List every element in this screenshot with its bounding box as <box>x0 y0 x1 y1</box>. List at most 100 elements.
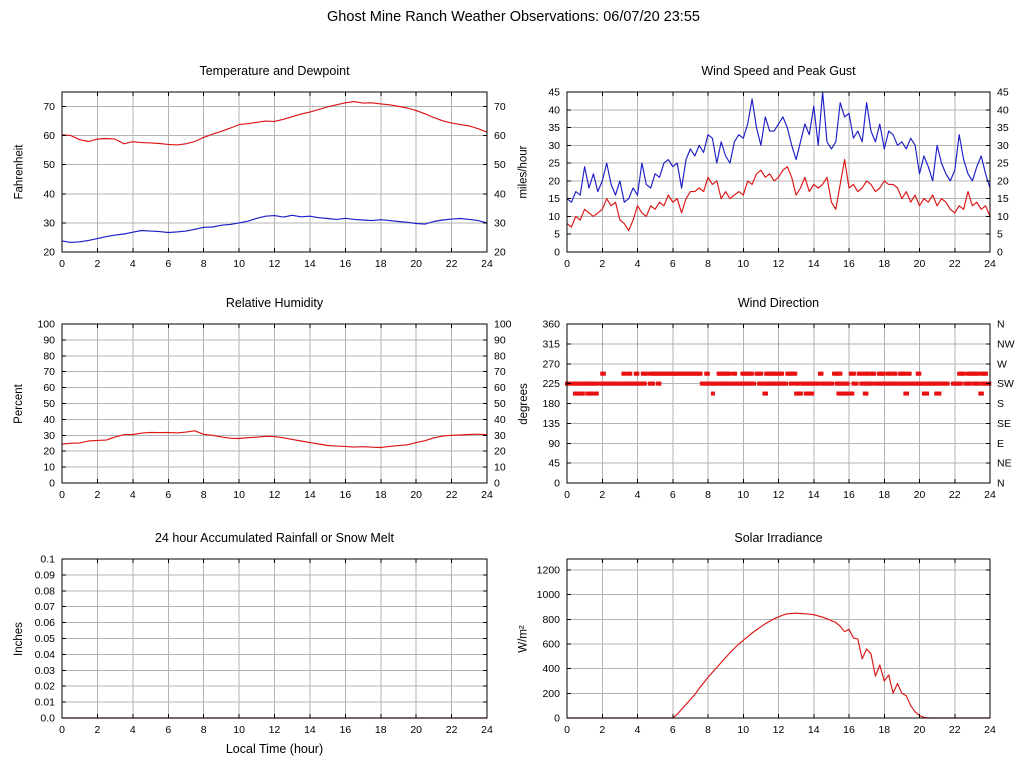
svg-text:16: 16 <box>339 724 351 736</box>
svg-text:30: 30 <box>494 430 506 442</box>
svg-text:20: 20 <box>43 446 55 458</box>
svg-text:22: 22 <box>949 724 961 736</box>
svg-text:4: 4 <box>130 489 136 501</box>
svg-text:16: 16 <box>843 489 855 501</box>
chart-wind-direction: Wind Direction degrees 0 N 45 NE 90 E 135 SE 180… <box>518 296 1015 502</box>
svg-text:SW: SW <box>997 378 1014 390</box>
svg-text:10: 10 <box>494 462 506 474</box>
rainfall-plot: 0.0 0.01 0.02 0.03 0.04 0.05 0.06 0.07 0.08 0.09 0… <box>35 554 493 737</box>
svg-text:20: 20 <box>914 258 926 270</box>
svg-text:12: 12 <box>773 724 785 736</box>
svg-text:50: 50 <box>494 159 506 171</box>
svg-text:14: 14 <box>304 489 316 501</box>
svg-text:40: 40 <box>997 104 1009 116</box>
svg-text:800: 800 <box>542 614 560 626</box>
svg-text:90: 90 <box>548 438 560 450</box>
svg-text:30: 30 <box>43 217 55 229</box>
svg-text:0: 0 <box>59 489 65 501</box>
chart-title-rainfall: 24 hour Accumulated Rainfall or Snow Mel… <box>154 531 394 545</box>
svg-text:24: 24 <box>984 724 996 736</box>
svg-text:225: 225 <box>542 378 560 390</box>
svg-text:8: 8 <box>201 724 207 736</box>
svg-text:20: 20 <box>548 175 560 187</box>
svg-text:20: 20 <box>914 489 926 501</box>
svg-text:30: 30 <box>548 140 560 152</box>
svg-text:2: 2 <box>94 489 100 501</box>
svg-text:12: 12 <box>773 258 785 270</box>
svg-text:40: 40 <box>43 188 55 200</box>
x-axis-label-local-time: Local Time (hour) <box>225 742 324 756</box>
svg-text:16: 16 <box>843 724 855 736</box>
svg-text:30: 30 <box>43 430 55 442</box>
svg-text:22: 22 <box>949 489 961 501</box>
svg-text:6: 6 <box>165 258 171 270</box>
svg-text:2: 2 <box>94 258 100 270</box>
svg-text:10: 10 <box>548 211 560 223</box>
svg-text:80: 80 <box>494 350 506 362</box>
svg-text:24: 24 <box>481 258 493 270</box>
svg-text:200: 200 <box>542 688 560 700</box>
svg-text:12: 12 <box>269 258 281 270</box>
svg-text:4: 4 <box>130 258 136 270</box>
svg-text:20: 20 <box>494 247 506 259</box>
svg-text:E: E <box>997 438 1004 450</box>
svg-text:0.05: 0.05 <box>35 633 56 645</box>
chart-title-wind-direction: Wind Direction <box>737 296 820 310</box>
svg-text:1200: 1200 <box>537 565 561 577</box>
svg-text:45: 45 <box>548 458 560 470</box>
chart-temperature-dewpoint: Temperature and Dewpoint Fahrenheit 20 20… <box>13 64 506 270</box>
svg-text:14: 14 <box>808 724 820 736</box>
svg-text:10: 10 <box>997 211 1009 223</box>
svg-text:0.03: 0.03 <box>35 665 56 677</box>
svg-text:22: 22 <box>446 724 458 736</box>
svg-text:0: 0 <box>554 478 560 490</box>
svg-text:0.08: 0.08 <box>35 585 56 597</box>
svg-text:40: 40 <box>494 414 506 426</box>
svg-text:20: 20 <box>43 247 55 259</box>
svg-text:16: 16 <box>339 258 351 270</box>
chart-title-wind-speed-gust: Wind Speed and Peak Gust <box>701 64 856 78</box>
svg-text:0: 0 <box>49 478 55 490</box>
svg-text:24: 24 <box>984 258 996 270</box>
svg-text:0.06: 0.06 <box>35 617 56 629</box>
svg-text:270: 270 <box>542 358 560 370</box>
svg-text:22: 22 <box>446 258 458 270</box>
svg-text:70: 70 <box>494 366 506 378</box>
svg-text:8: 8 <box>705 724 711 736</box>
svg-text:18: 18 <box>375 258 387 270</box>
svg-text:24: 24 <box>984 489 996 501</box>
svg-text:22: 22 <box>949 258 961 270</box>
svg-text:0: 0 <box>564 258 570 270</box>
svg-text:40: 40 <box>43 414 55 426</box>
chart-relative-humidity: Relative Humidity Percent 0 0 10 10 20 20 30 30… <box>13 296 512 501</box>
svg-text:45: 45 <box>997 87 1009 99</box>
svg-text:0: 0 <box>997 247 1003 259</box>
y-axis-label-inches: Inches <box>13 621 26 656</box>
svg-text:70: 70 <box>43 101 55 113</box>
svg-text:14: 14 <box>304 258 316 270</box>
chart-title-solar-irradiance: Solar Irradiance <box>734 531 823 545</box>
svg-text:0: 0 <box>564 489 570 501</box>
y-axis-label-degrees: degrees <box>518 382 530 425</box>
svg-text:400: 400 <box>542 663 560 675</box>
svg-text:8: 8 <box>705 258 711 270</box>
chart-solar-irradiance: Solar Irradiance W/m² 0 200 400 600 800 1000 1… <box>518 531 996 736</box>
svg-text:0.04: 0.04 <box>35 649 56 661</box>
svg-text:10: 10 <box>233 489 245 501</box>
svg-text:14: 14 <box>304 724 316 736</box>
page-title: Ghost Mine Ranch Weather Observations: 0… <box>327 9 700 25</box>
svg-text:60: 60 <box>43 130 55 142</box>
svg-text:100: 100 <box>494 319 512 331</box>
svg-text:12: 12 <box>773 489 785 501</box>
svg-text:40: 40 <box>548 104 560 116</box>
svg-text:50: 50 <box>43 159 55 171</box>
svg-text:4: 4 <box>635 724 641 736</box>
y-axis-label-miles-per-hour: miles/hour <box>518 145 530 199</box>
chart-rainfall: 24 hour Accumulated Rainfall or Snow Mel… <box>13 531 493 756</box>
svg-text:S: S <box>997 398 1004 410</box>
svg-text:8: 8 <box>201 258 207 270</box>
svg-text:10: 10 <box>737 489 749 501</box>
